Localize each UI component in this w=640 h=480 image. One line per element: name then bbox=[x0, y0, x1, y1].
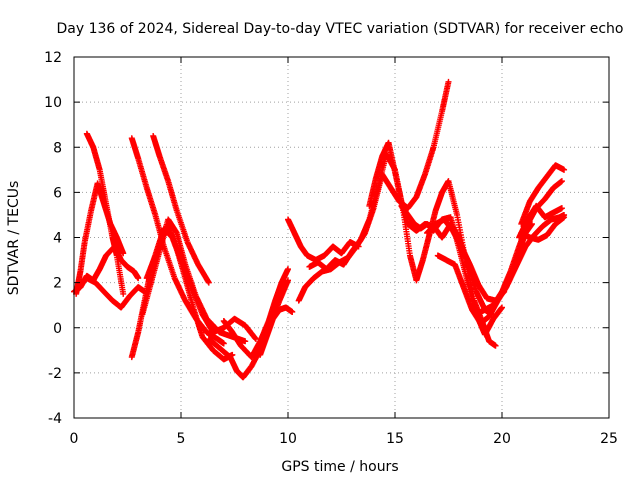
data-point bbox=[289, 308, 296, 315]
y-tick-label: 2 bbox=[53, 276, 62, 292]
data-point bbox=[285, 266, 291, 273]
chart-title: Day 136 of 2024, Sidereal Day-to-day VTE… bbox=[57, 21, 624, 37]
x-tick-label: 15 bbox=[386, 431, 404, 447]
y-tick-label: -2 bbox=[48, 366, 62, 382]
x-tick-label: 10 bbox=[279, 431, 297, 447]
y-axis-label: SDTVAR / TECUs bbox=[6, 181, 22, 296]
data-point bbox=[492, 342, 499, 349]
data-point bbox=[242, 338, 249, 345]
x-tick-label: 0 bbox=[70, 431, 79, 447]
data-point bbox=[285, 277, 291, 284]
data-point bbox=[120, 290, 127, 297]
x-tick-label: 20 bbox=[493, 431, 511, 447]
data-point bbox=[120, 250, 127, 257]
x-axis-label: GPS time / hours bbox=[281, 459, 398, 475]
data-point bbox=[135, 275, 142, 282]
data-point bbox=[205, 279, 212, 286]
data-point bbox=[445, 78, 452, 85]
data-points bbox=[71, 78, 568, 381]
y-tick-label: 8 bbox=[53, 140, 62, 156]
y-tick-label: 12 bbox=[44, 50, 62, 66]
y-tick-label: 6 bbox=[53, 185, 62, 201]
y-tick-label: -4 bbox=[48, 411, 62, 427]
data-point bbox=[499, 304, 505, 311]
x-tick-label: 25 bbox=[600, 431, 618, 447]
x-tick-label: 5 bbox=[177, 431, 186, 447]
y-tick-label: 4 bbox=[53, 231, 62, 247]
data-point bbox=[252, 336, 259, 343]
grid bbox=[74, 57, 609, 418]
data-point bbox=[220, 340, 227, 347]
y-tick-label: 10 bbox=[44, 95, 62, 111]
y-tick-label: 0 bbox=[53, 321, 62, 337]
